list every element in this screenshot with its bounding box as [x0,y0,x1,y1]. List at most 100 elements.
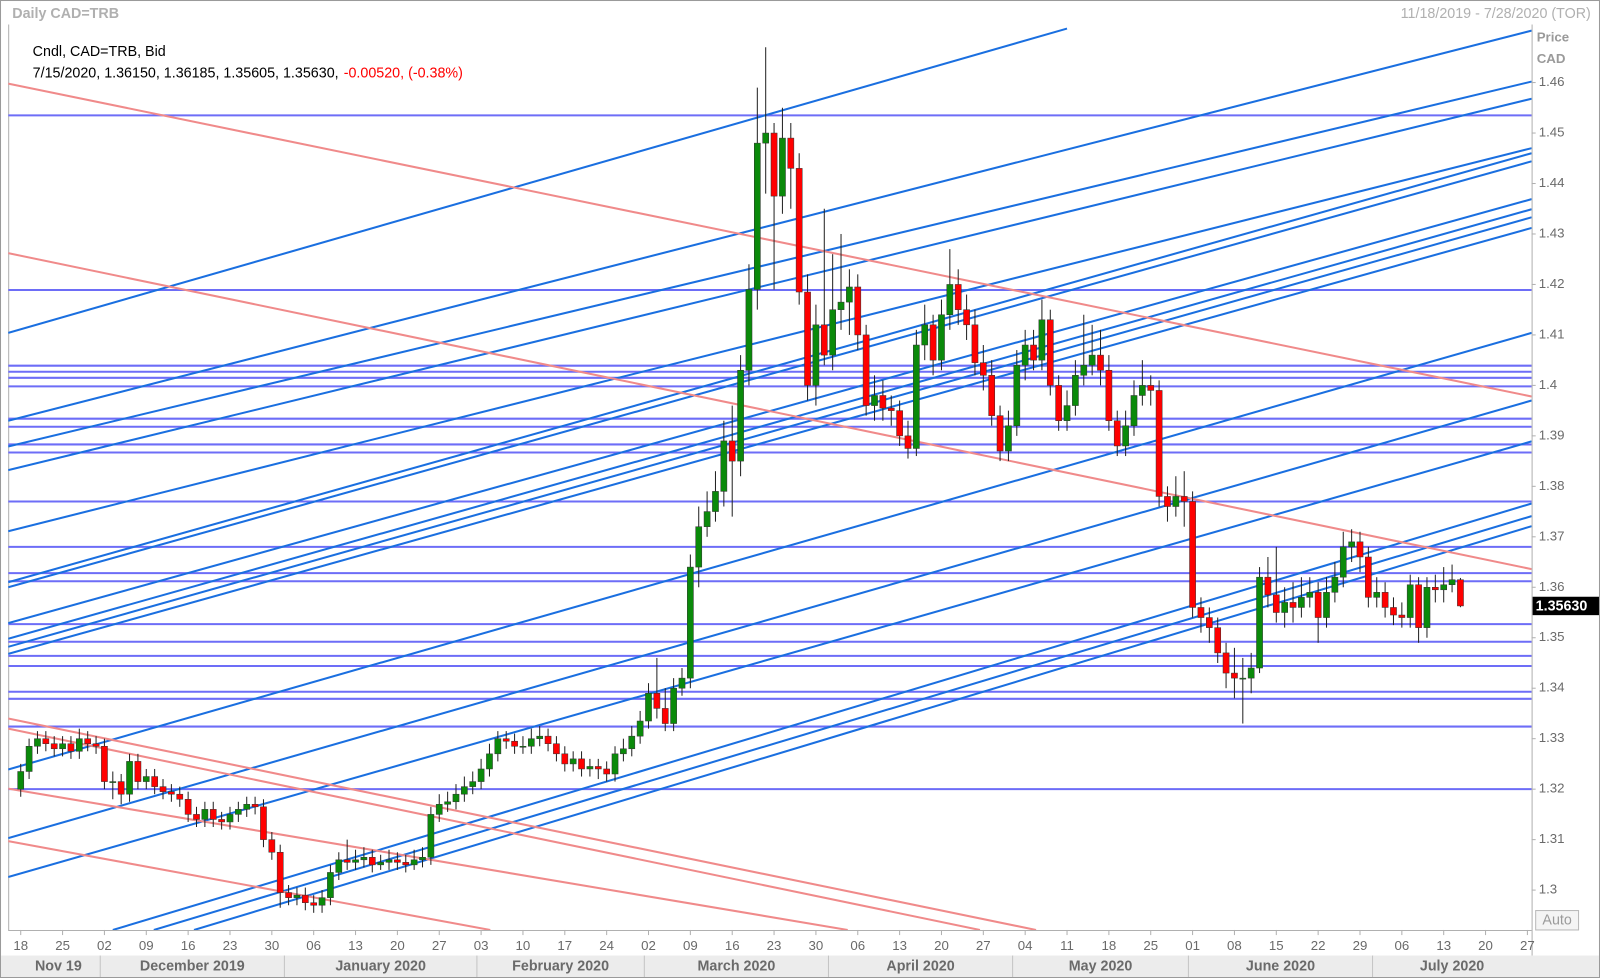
candle [494,731,502,762]
candle [235,801,242,822]
candle-body [695,526,703,568]
candle-body [352,859,359,863]
candle-body [34,738,41,747]
candle-body [1231,672,1238,679]
candle [285,885,292,906]
candle [921,304,929,361]
month-label: May 2020 [1069,959,1133,975]
candle-body [594,766,602,770]
candle-body [1331,576,1339,593]
candle-body [109,781,117,783]
candle [770,122,778,290]
y-tick-label: 1.3 [1539,882,1557,897]
candle [75,728,83,759]
candle [1339,531,1347,588]
trendline [8,80,1532,448]
trendline [8,152,1532,584]
y-tick-label: 1.46 [1539,74,1565,89]
candle [461,776,468,802]
x-tick-label: 23 [223,938,238,953]
candle [1046,309,1054,396]
candle [586,758,594,777]
candle-body [887,407,895,411]
candle-body [862,334,870,406]
candle [159,779,167,800]
candle [695,506,703,588]
candle [871,375,878,421]
candle [653,657,661,719]
y-axis-label: CAD [1537,51,1566,66]
candle-body [75,738,83,752]
candle [963,294,970,340]
candle-body [419,857,426,861]
candle-body [477,768,485,782]
candle-body [996,415,1004,452]
candle-body [804,291,811,386]
candle-body [687,566,694,679]
candle-body [42,738,50,744]
candle [1172,476,1180,517]
candle [1298,577,1305,618]
y-tick-label: 1.35 [1539,629,1565,644]
candle [293,887,301,906]
candle-body [176,793,184,800]
candle-body [1030,344,1037,361]
candle [804,274,811,401]
candle [318,890,326,913]
month-label: Nov 19 [35,959,82,975]
auto-button-label[interactable]: Auto [1542,913,1571,929]
candle-body [636,720,644,737]
candle-body [184,798,192,815]
candle-body [1164,496,1171,507]
candle-body [1005,425,1012,452]
candle-body [427,814,435,858]
candle-body [921,324,929,346]
candle-body [670,687,677,724]
candle-body [645,693,652,722]
candle [1030,329,1037,371]
candle-body [1306,592,1314,598]
candle [1005,410,1012,462]
trendline [8,216,1532,648]
candle [820,208,828,366]
candle [142,768,150,790]
candle-body [502,738,510,742]
auto-button[interactable]: Auto [1535,910,1580,931]
candle-body [1264,576,1272,596]
candle [1147,375,1155,406]
trendline [8,252,1532,571]
candle [427,806,435,865]
x-tick-label: 20 [1478,938,1493,953]
candle-body [586,766,594,770]
candle-body [1289,602,1297,608]
candle [126,753,133,802]
candle-body [1055,385,1062,421]
y-tick-label: 1.39 [1539,427,1565,442]
candle [419,847,426,868]
candle [879,380,887,421]
candle-body [745,289,753,371]
candle [84,731,92,752]
x-tick-label: 02 [97,938,112,953]
candle-body [335,859,343,873]
candle [971,309,979,376]
candle [59,736,66,757]
trendline [8,208,1532,640]
x-tick-label: 18 [1102,938,1117,953]
candle-body [678,677,686,689]
candle-body [569,758,577,765]
candle [754,87,761,310]
auto-button-box[interactable] [1535,910,1580,931]
trendline [8,727,981,930]
candle [712,471,719,522]
x-tick-label: 20 [390,938,405,953]
candle [50,736,58,757]
candle-body [904,435,912,449]
candle [620,738,627,762]
candle [913,329,920,457]
candle-body [1013,364,1021,427]
candle-body [578,758,585,770]
candle-body [310,902,318,906]
y-tick-label: 1.38 [1539,478,1565,493]
